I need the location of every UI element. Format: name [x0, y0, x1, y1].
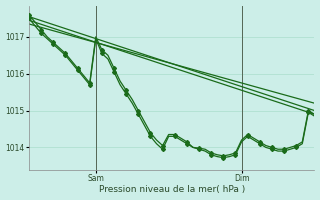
- X-axis label: Pression niveau de la mer( hPa ): Pression niveau de la mer( hPa ): [99, 185, 245, 194]
